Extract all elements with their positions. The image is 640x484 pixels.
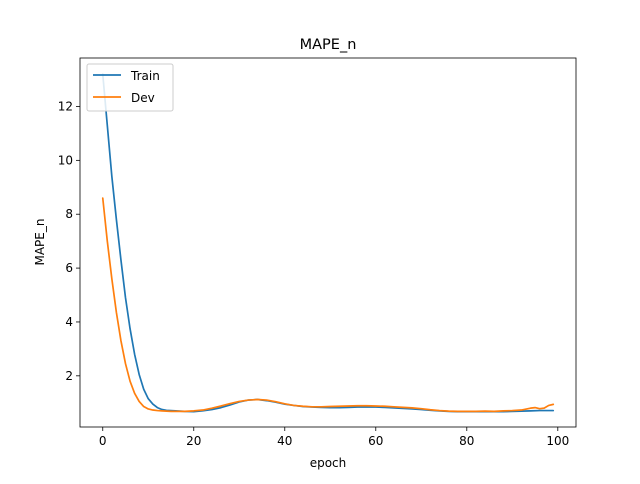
plot-frame: [79, 57, 577, 428]
y-axis-ticks: 2 4 6 8 10 12: [58, 99, 80, 383]
x-tick-label: 100: [546, 434, 569, 448]
legend-box: [86, 63, 174, 112]
x-axis-label: epoch: [310, 456, 347, 470]
legend: Train Dev: [86, 63, 174, 112]
legend-label-dev: Dev: [131, 91, 155, 105]
x-tick-label: 80: [459, 434, 474, 448]
y-tick-label: 10: [58, 153, 73, 167]
plot-area: [80, 58, 576, 427]
x-tick-label: 40: [277, 434, 292, 448]
y-tick-label: 4: [65, 315, 73, 329]
chart-title: MAPE_n: [300, 37, 357, 53]
x-tick-label: 60: [368, 434, 383, 448]
legend-label-train: Train: [130, 69, 160, 83]
y-tick-label: 8: [65, 207, 73, 221]
y-axis-label: MAPE_n: [33, 219, 47, 266]
y-tick-label: 2: [65, 369, 73, 383]
x-axis-ticks: 0 20 40 60 80 100: [99, 427, 569, 448]
series-layer: [101, 73, 555, 413]
series-line-dev: [101, 197, 555, 413]
x-tick-label: 20: [186, 434, 201, 448]
y-tick-label: 12: [58, 99, 73, 113]
y-tick-label: 6: [65, 261, 73, 275]
x-tick-label: 0: [99, 434, 107, 448]
